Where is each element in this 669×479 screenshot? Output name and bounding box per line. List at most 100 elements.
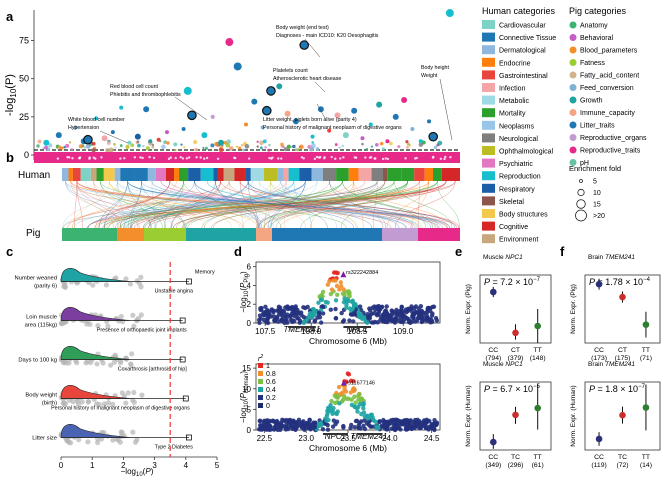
- locus-point: [361, 406, 366, 411]
- legend-human-swatch: [482, 57, 495, 67]
- strip-dot: [181, 157, 185, 160]
- trait-link: [62, 180, 118, 229]
- legend-pig-swatch: [569, 84, 577, 91]
- pig-category-segment: [117, 228, 144, 241]
- locus-point: [384, 304, 389, 309]
- strip-dot: [373, 157, 376, 160]
- gwas-point: [181, 127, 186, 132]
- locus-point: [368, 308, 373, 313]
- gwas-point: [42, 146, 45, 150]
- locus-point: [354, 418, 360, 424]
- locus-point: [351, 386, 356, 391]
- locus-point: [372, 311, 377, 316]
- annot-1-line2: Diagnoses - main ICD10: K20 Oesophagitis: [276, 33, 379, 39]
- trait-link: [93, 180, 119, 229]
- locus-point: [340, 390, 345, 396]
- locus-point: [272, 317, 277, 323]
- strip-dot: [323, 156, 326, 159]
- locus-point: [388, 313, 393, 318]
- xtick-label: 24.5: [424, 434, 440, 443]
- locus-point: [339, 310, 344, 316]
- annot-top: Memory: [195, 270, 215, 276]
- xtick-label: 1: [90, 461, 95, 470]
- locus-point: [379, 423, 385, 428]
- xtick-label: 5: [215, 461, 220, 470]
- gwas-point: [166, 141, 170, 145]
- trait-link: [182, 180, 271, 229]
- r2-legend-swatch: [258, 387, 263, 392]
- gwas-point: [55, 132, 62, 139]
- locus-point: [308, 310, 313, 316]
- human-category-segment: [62, 168, 69, 181]
- violin-point: [61, 400, 67, 407]
- violin-point: [64, 437, 71, 443]
- gwas-point: [145, 146, 150, 151]
- gwas-point: [375, 142, 379, 147]
- panel-c-xlabel: −log10(P): [121, 467, 154, 478]
- strip-dot: [386, 157, 390, 161]
- half-violin: [60, 268, 130, 282]
- locus-point: [327, 405, 332, 410]
- gwas-point: [365, 147, 369, 151]
- legend-human-swatch: [482, 133, 495, 143]
- strip-dot: [384, 157, 387, 160]
- gwas-point: [264, 146, 267, 149]
- gwas-point: [91, 148, 96, 153]
- gwas-point: [119, 105, 124, 110]
- xtick-label: 107.5: [255, 327, 276, 336]
- gwas-point: [183, 86, 192, 95]
- trait-link: [63, 180, 230, 229]
- legend-human-swatch: [482, 146, 495, 155]
- trait-link: [148, 180, 221, 229]
- group-n: (71): [640, 355, 652, 362]
- locus-point: [341, 423, 346, 429]
- gwas-point: [193, 139, 198, 145]
- locus-point: [265, 315, 271, 321]
- annot-bottom: Personal history of malignant neoplasm o…: [51, 406, 190, 412]
- panel-d-top-frame: [255, 261, 441, 324]
- legend-human-label: Infection: [499, 86, 526, 93]
- gene-label: NPC1: [325, 432, 346, 441]
- human-category-segment: [68, 168, 73, 181]
- locus-point: [270, 308, 275, 313]
- locus-point: [341, 287, 346, 292]
- legend-human-label: Body structures: [499, 212, 548, 219]
- strip-dot: [67, 156, 71, 159]
- human-category-segment: [383, 168, 388, 181]
- locus-point: [284, 417, 289, 423]
- legend-enrichment: Enrichment fold 5 10 15 >20: [569, 164, 621, 222]
- annot-bottom: Type 2 Diabetes: [155, 445, 194, 451]
- trait-link: [62, 180, 378, 229]
- legend-human-swatch: [482, 108, 495, 118]
- locus-point: [414, 310, 419, 315]
- trait-link: [386, 180, 430, 229]
- trait-link: [182, 180, 456, 229]
- lead-snp: [340, 271, 347, 278]
- gwas-point: [70, 147, 74, 151]
- locus-point: [295, 315, 300, 321]
- highlighted-point: [187, 110, 197, 121]
- locus-point: [328, 291, 334, 297]
- trait-link: [257, 180, 408, 229]
- legend-human: Human categories Cardiovascular Connectiv…: [482, 6, 556, 244]
- legend-pig-label: Reproductive_organs: [580, 135, 647, 142]
- locus-point: [285, 304, 290, 309]
- locus-point: [275, 319, 281, 324]
- gwas-point: [286, 144, 291, 149]
- gwas-point: [161, 144, 166, 150]
- mean-point: [619, 411, 626, 419]
- legend-enrich-circle: [579, 179, 583, 183]
- gwas-point: [225, 143, 231, 148]
- trait-link: [241, 180, 366, 229]
- locus-point: [395, 422, 400, 428]
- pointrange-pvalue: P = 7.2 × 10−7: [484, 277, 541, 287]
- gwas-point: [351, 107, 358, 114]
- annot-4-line1: White blood cell number: [68, 117, 125, 123]
- max-marker: [182, 395, 189, 402]
- human-row-label: Human: [18, 170, 50, 181]
- locus-point: [356, 397, 361, 402]
- locus-point: [313, 420, 318, 425]
- gwas-point: [392, 113, 399, 120]
- trait-link: [342, 180, 433, 229]
